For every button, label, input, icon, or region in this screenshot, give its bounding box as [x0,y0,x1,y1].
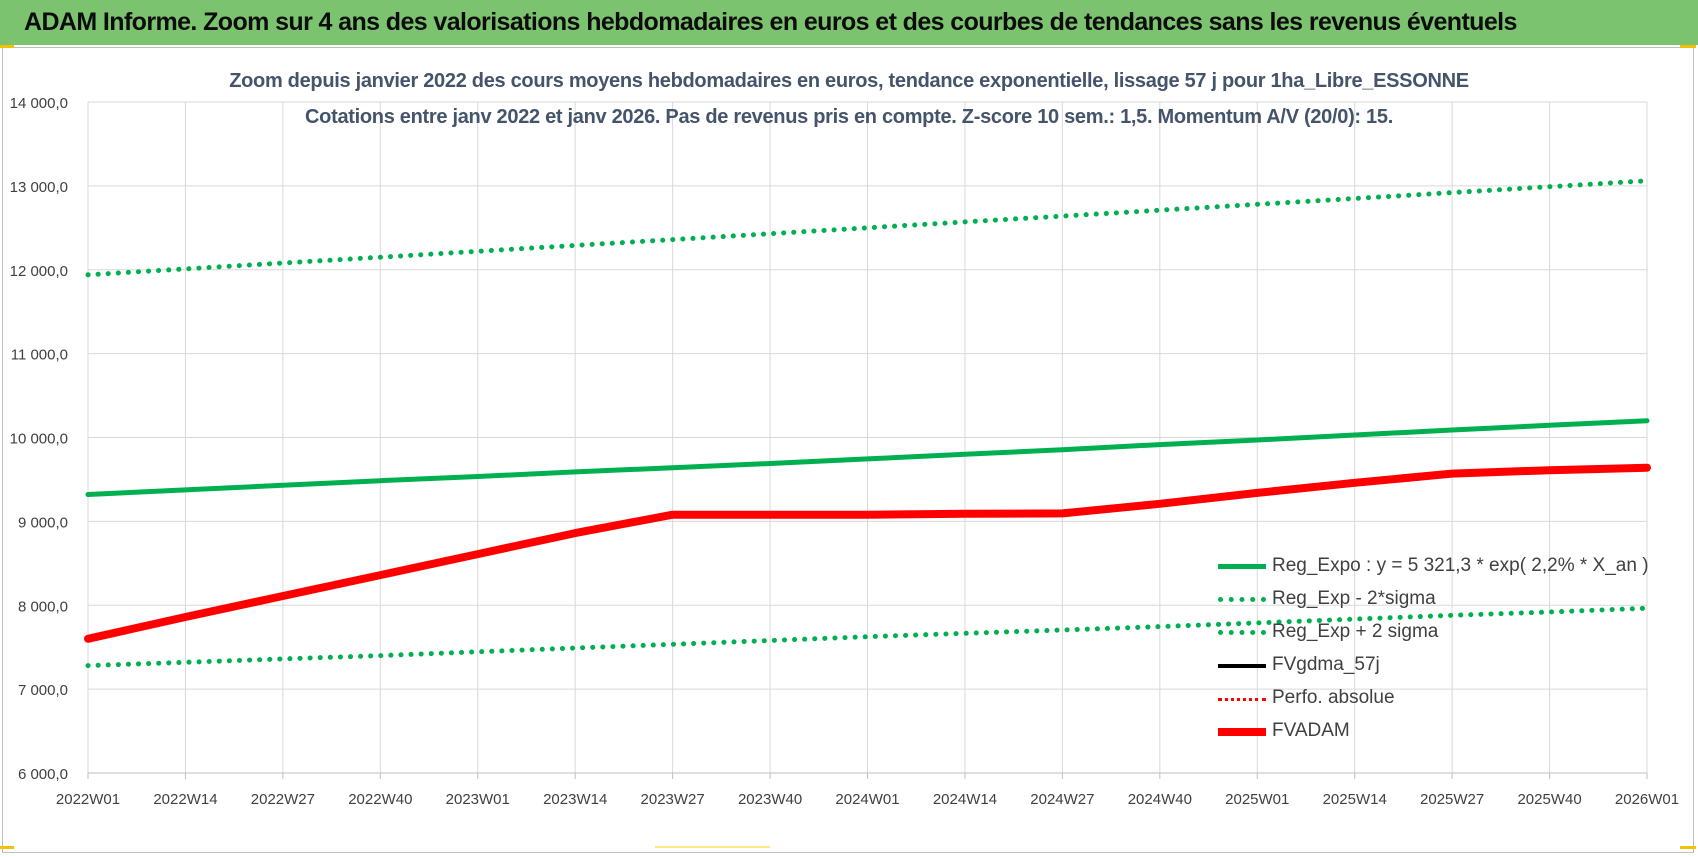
x-tick-label: 2024W27 [1030,791,1094,808]
x-tick-label: 2024W14 [933,791,997,808]
banner-title: ADAM Informe. Zoom sur 4 ans des valoris… [24,8,1517,36]
legend-swatch [1218,630,1266,635]
legend-swatch [1218,698,1266,701]
legend-swatch [1218,564,1266,569]
x-axis-ticks: 2022W01 2022W14 2022W27 2022W40 2023W01 2023W… [56,791,1679,808]
series-line-reg-expo-y-5-321-3-exp-2-2-x-an [85,418,1650,497]
plot-series [84,178,1651,669]
title-banner: ADAM Informe. Zoom sur 4 ans des valoris… [0,0,1698,45]
x-tick-label: 2025W40 [1517,791,1581,808]
legend-label: Perfo. absolue [1272,687,1395,708]
legend-item-fvgdma: FVgdma_57j [1218,652,1678,682]
legend-label: Reg_Exp - 2*sigma [1272,588,1436,609]
y-axis-ticks: 6 000,0 7 000,0 8 000,0 9 000,0 10 000,0 11 0… [10,95,68,783]
chart-title-line-2: Cotations entre janv 2022 et janv 2026. … [305,106,1393,128]
grid-lines [87,101,1648,779]
y-tick-label: 14 000,0 [10,95,68,112]
y-tick-label: 8 000,0 [18,598,68,615]
x-tick-label: 2022W40 [348,791,412,808]
x-tick-label: 2024W40 [1128,791,1192,808]
y-tick-label: 12 000,0 [10,263,68,280]
legend-swatch [1218,664,1266,668]
x-tick-label: 2022W01 [56,791,120,808]
y-tick-label: 7 000,0 [18,682,68,699]
legend-swatch [1218,728,1266,736]
legend-item-perfo-absolue: Perfo. absolue [1218,685,1678,715]
x-tick-label: 2022W27 [251,791,315,808]
y-tick-label: 6 000,0 [18,766,68,783]
legend-label: Reg_Exp + 2 sigma [1272,621,1439,642]
legend-label: FVgdma_57j [1272,654,1380,675]
chart-frame [2,47,1694,853]
x-tick-label: 2025W27 [1420,791,1484,808]
corner-mark-bottom-right [1680,846,1696,849]
y-tick-label: 13 000,0 [10,179,68,196]
corner-mark-bottom-center [655,846,770,848]
x-tick-label: 2024W01 [835,791,899,808]
corner-mark-top-right [1680,45,1696,48]
chart-title-line-1: Zoom depuis janvier 2022 des cours moyen… [229,70,1469,92]
x-tick-label: 2025W14 [1323,791,1387,808]
legend-item-reg-exp-minus: Reg_Exp - 2*sigma [1218,586,1678,616]
corner-mark-top-left [0,45,14,48]
corner-mark-bottom-left [0,846,14,849]
legend-item-fvadam: FVADAM [1218,718,1678,748]
series-line-reg-exp-2-sigma [85,178,1650,278]
x-tick-label: 2023W01 [446,791,510,808]
legend-label: Reg_Expo : y = 5 321,3 * exp( 2,2% * X_a… [1272,555,1649,576]
y-tick-label: 11 000,0 [11,347,68,364]
x-tick-label: 2022W14 [153,791,217,808]
x-tick-label: 2023W14 [543,791,607,808]
x-tick-label: 2023W40 [738,791,802,808]
legend-swatch [1218,597,1266,602]
legend-label: FVADAM [1272,720,1350,741]
series-line-reg-exp-2-sigma [85,605,1650,669]
x-tick-label: 2025W01 [1225,791,1289,808]
y-tick-label: 9 000,0 [18,514,68,531]
legend-item-reg-exp-plus: Reg_Exp + 2 sigma [1218,619,1678,649]
x-tick-label: 2023W27 [641,791,705,808]
x-tick-label: 2026W01 [1615,791,1679,808]
series-line-perfo-absolue [87,466,1648,641]
legend-item-reg-expo: Reg_Expo : y = 5 321,3 * exp( 2,2% * X_a… [1218,553,1678,583]
y-tick-label: 10 000,0 [10,431,68,448]
